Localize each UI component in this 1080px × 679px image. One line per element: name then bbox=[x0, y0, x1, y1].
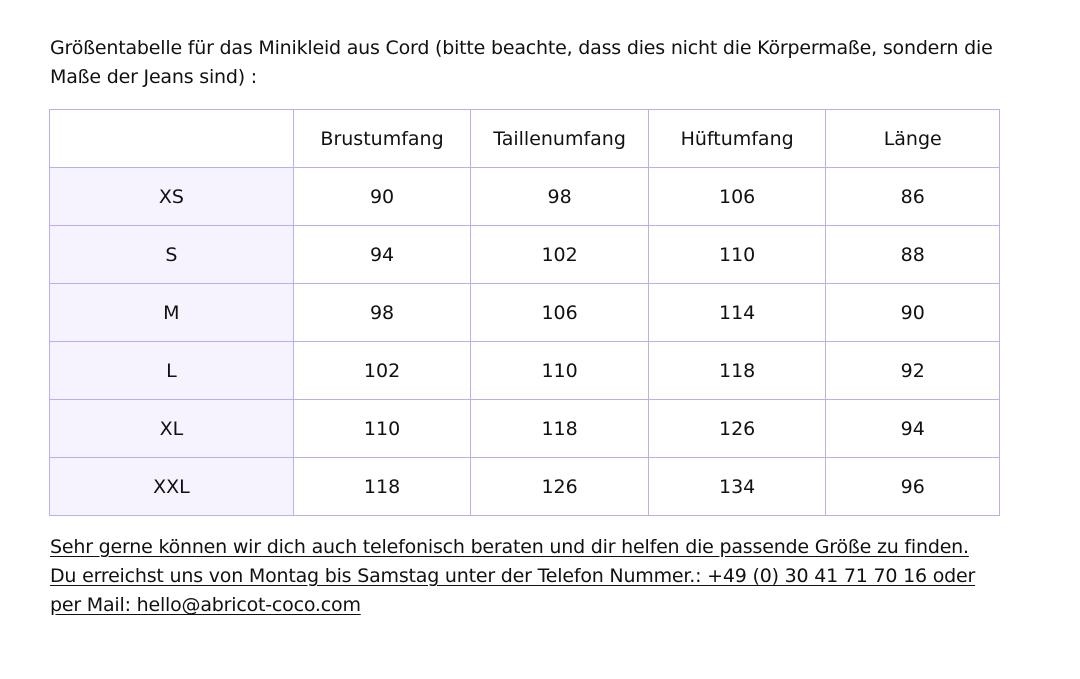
table-row: L 102 110 118 92 bbox=[49, 341, 1000, 400]
table-cell: 106 bbox=[647, 167, 827, 226]
table-cell: 110 bbox=[647, 225, 827, 284]
table-row: S 94 102 110 88 bbox=[49, 225, 1000, 284]
table-cell: 90 bbox=[292, 167, 472, 226]
contact-link-line-1[interactable]: Sehr gerne können wir dich auch telefoni… bbox=[50, 536, 969, 558]
header-taillenumfang: Taillenumfang bbox=[470, 109, 649, 168]
table-cell: 98 bbox=[470, 167, 649, 226]
table-cell: 118 bbox=[292, 457, 472, 516]
table-cell: 118 bbox=[470, 399, 649, 458]
table-cell: 96 bbox=[825, 457, 1000, 516]
table-cell: 88 bbox=[825, 225, 1000, 284]
size-label: L bbox=[49, 341, 294, 400]
header-hueftumfang: Hüftumfang bbox=[647, 109, 827, 168]
table-row: XL 110 118 126 94 bbox=[49, 399, 1000, 458]
table-cell: 102 bbox=[470, 225, 649, 284]
table-cell: 126 bbox=[647, 399, 827, 458]
header-corner-cell bbox=[49, 109, 294, 168]
contact-link-line-2[interactable]: Du erreichst uns von Montag bis Samstag … bbox=[50, 565, 976, 587]
table-cell: 86 bbox=[825, 167, 1000, 226]
contact-email-link[interactable]: per Mail: hello@abricot-coco.com bbox=[50, 594, 361, 616]
header-brustumfang: Brustumfang bbox=[292, 109, 472, 168]
table-cell: 118 bbox=[647, 341, 827, 400]
contact-info: Sehr gerne können wir dich auch telefoni… bbox=[50, 533, 1060, 620]
table-cell: 94 bbox=[825, 399, 1000, 458]
size-label: XS bbox=[49, 167, 294, 226]
size-label: XL bbox=[49, 399, 294, 458]
table-row: XS 90 98 106 86 bbox=[49, 167, 1000, 226]
table-row: M 98 106 114 90 bbox=[49, 283, 1000, 342]
size-label: M bbox=[49, 283, 294, 342]
table-cell: 106 bbox=[470, 283, 649, 342]
table-cell: 90 bbox=[825, 283, 1000, 342]
size-label: S bbox=[49, 225, 294, 284]
table-cell: 92 bbox=[825, 341, 1000, 400]
table-cell: 126 bbox=[470, 457, 649, 516]
table-cell: 94 bbox=[292, 225, 472, 284]
table-cell: 98 bbox=[292, 283, 472, 342]
table-header-row: Brustumfang Taillenumfang Hüftumfang Län… bbox=[49, 109, 1000, 168]
table-cell: 102 bbox=[292, 341, 472, 400]
size-label: XXL bbox=[49, 457, 294, 516]
table-cell: 110 bbox=[470, 341, 649, 400]
header-laenge: Länge bbox=[825, 109, 1000, 168]
table-cell: 110 bbox=[292, 399, 472, 458]
size-chart-table: Brustumfang Taillenumfang Hüftumfang Län… bbox=[49, 109, 1000, 516]
intro-text: Größentabelle für das Minikleid aus Cord… bbox=[50, 37, 993, 88]
table-cell: 134 bbox=[647, 457, 827, 516]
table-row: XXL 118 126 134 96 bbox=[49, 457, 1000, 516]
table-cell: 114 bbox=[647, 283, 827, 342]
